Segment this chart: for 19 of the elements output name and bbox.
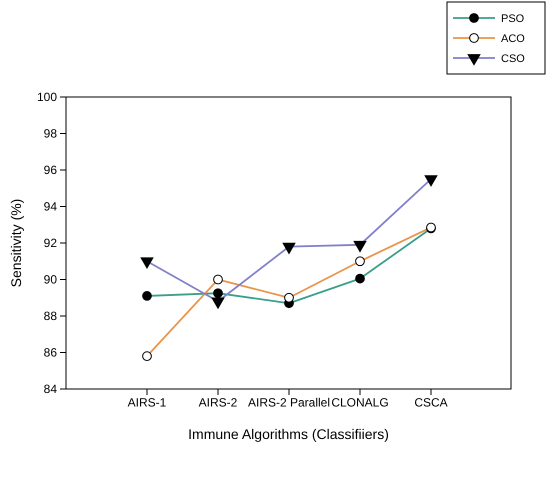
y-tick-label: 84 [44,382,58,396]
x-tick-label: AIRS-2 [198,396,238,410]
legend-label: PSO [501,13,525,25]
y-tick-label: 92 [44,236,58,250]
x-tick-label: AIRS-1 [128,396,167,410]
legend-label: ACO [501,33,526,45]
y-tick-label: 98 [44,126,58,140]
y-tick-label: 90 [44,272,58,286]
x-tick-label: CSCA [414,396,448,410]
x-axis-title: Immune Algorithms (Classifiiers) [188,426,389,442]
y-tick-label: 100 [36,90,58,104]
y-tick-label: 96 [44,162,58,177]
y-tick-label: 94 [44,199,58,214]
y-tick-label: 88 [44,308,58,323]
x-tick-label: CLONALG [331,396,389,410]
y-axis-title: Sensitivity (%) [8,198,24,288]
y-tick-label: 86 [44,345,58,360]
x-tick-label: AIRS-2 Parallel [248,396,330,410]
legend-label: CSO [501,53,526,65]
